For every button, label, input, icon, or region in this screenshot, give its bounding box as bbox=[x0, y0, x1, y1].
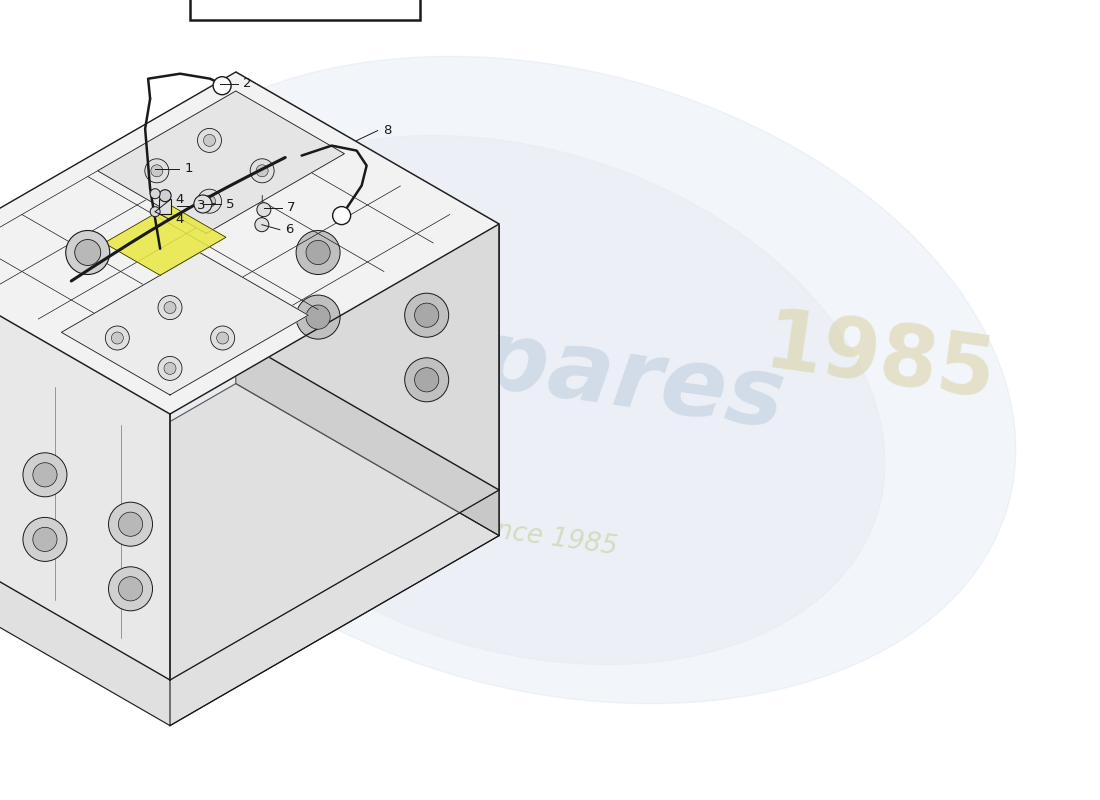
Text: a passion for parts since 1985: a passion for parts since 1985 bbox=[221, 479, 619, 561]
Text: 1: 1 bbox=[184, 162, 192, 175]
Circle shape bbox=[33, 462, 57, 487]
Polygon shape bbox=[0, 262, 170, 680]
Polygon shape bbox=[170, 490, 499, 726]
Text: 3: 3 bbox=[197, 199, 206, 212]
Circle shape bbox=[75, 239, 101, 266]
Circle shape bbox=[217, 332, 229, 344]
Polygon shape bbox=[235, 338, 499, 536]
Circle shape bbox=[198, 190, 221, 214]
Circle shape bbox=[213, 77, 231, 94]
Circle shape bbox=[109, 502, 153, 546]
Polygon shape bbox=[104, 205, 226, 275]
Circle shape bbox=[158, 357, 182, 381]
Circle shape bbox=[256, 165, 268, 177]
Circle shape bbox=[109, 566, 153, 611]
Polygon shape bbox=[98, 91, 344, 234]
Ellipse shape bbox=[85, 56, 1015, 704]
Circle shape bbox=[204, 195, 216, 207]
Circle shape bbox=[66, 230, 110, 274]
Circle shape bbox=[23, 518, 67, 562]
Text: 6: 6 bbox=[285, 223, 294, 236]
Polygon shape bbox=[235, 72, 499, 490]
Circle shape bbox=[296, 230, 340, 274]
Circle shape bbox=[198, 129, 221, 153]
Circle shape bbox=[296, 295, 340, 339]
Text: 8: 8 bbox=[383, 124, 390, 137]
Text: eurospares: eurospares bbox=[169, 271, 791, 449]
Circle shape bbox=[151, 165, 163, 177]
Circle shape bbox=[33, 527, 57, 551]
Circle shape bbox=[150, 189, 161, 198]
Circle shape bbox=[164, 302, 176, 314]
Circle shape bbox=[106, 326, 130, 350]
Circle shape bbox=[415, 303, 439, 327]
Circle shape bbox=[306, 305, 330, 330]
Circle shape bbox=[158, 296, 182, 319]
Circle shape bbox=[164, 362, 176, 374]
Circle shape bbox=[250, 159, 274, 183]
Polygon shape bbox=[0, 384, 499, 726]
Circle shape bbox=[415, 368, 439, 392]
Bar bbox=[190, 0, 420, 20]
Text: 2: 2 bbox=[243, 78, 252, 90]
Circle shape bbox=[160, 190, 172, 202]
Circle shape bbox=[257, 202, 271, 217]
Bar bbox=[160, 198, 172, 214]
Polygon shape bbox=[62, 253, 308, 395]
Circle shape bbox=[405, 294, 449, 338]
Circle shape bbox=[194, 195, 212, 213]
Text: 5: 5 bbox=[226, 198, 234, 210]
Circle shape bbox=[405, 358, 449, 402]
Polygon shape bbox=[0, 72, 499, 414]
Polygon shape bbox=[170, 224, 499, 680]
Circle shape bbox=[111, 332, 123, 344]
Circle shape bbox=[204, 134, 216, 146]
Circle shape bbox=[255, 218, 268, 232]
Text: 1985: 1985 bbox=[759, 304, 1001, 416]
Circle shape bbox=[119, 577, 143, 601]
Circle shape bbox=[23, 453, 67, 497]
Ellipse shape bbox=[155, 135, 884, 665]
Text: 4: 4 bbox=[175, 194, 184, 206]
Circle shape bbox=[306, 240, 330, 265]
Circle shape bbox=[332, 206, 351, 225]
Text: 4: 4 bbox=[175, 214, 184, 226]
Circle shape bbox=[145, 159, 168, 183]
Text: 7: 7 bbox=[287, 202, 296, 214]
Circle shape bbox=[211, 326, 234, 350]
Circle shape bbox=[150, 206, 161, 217]
Circle shape bbox=[119, 512, 143, 536]
